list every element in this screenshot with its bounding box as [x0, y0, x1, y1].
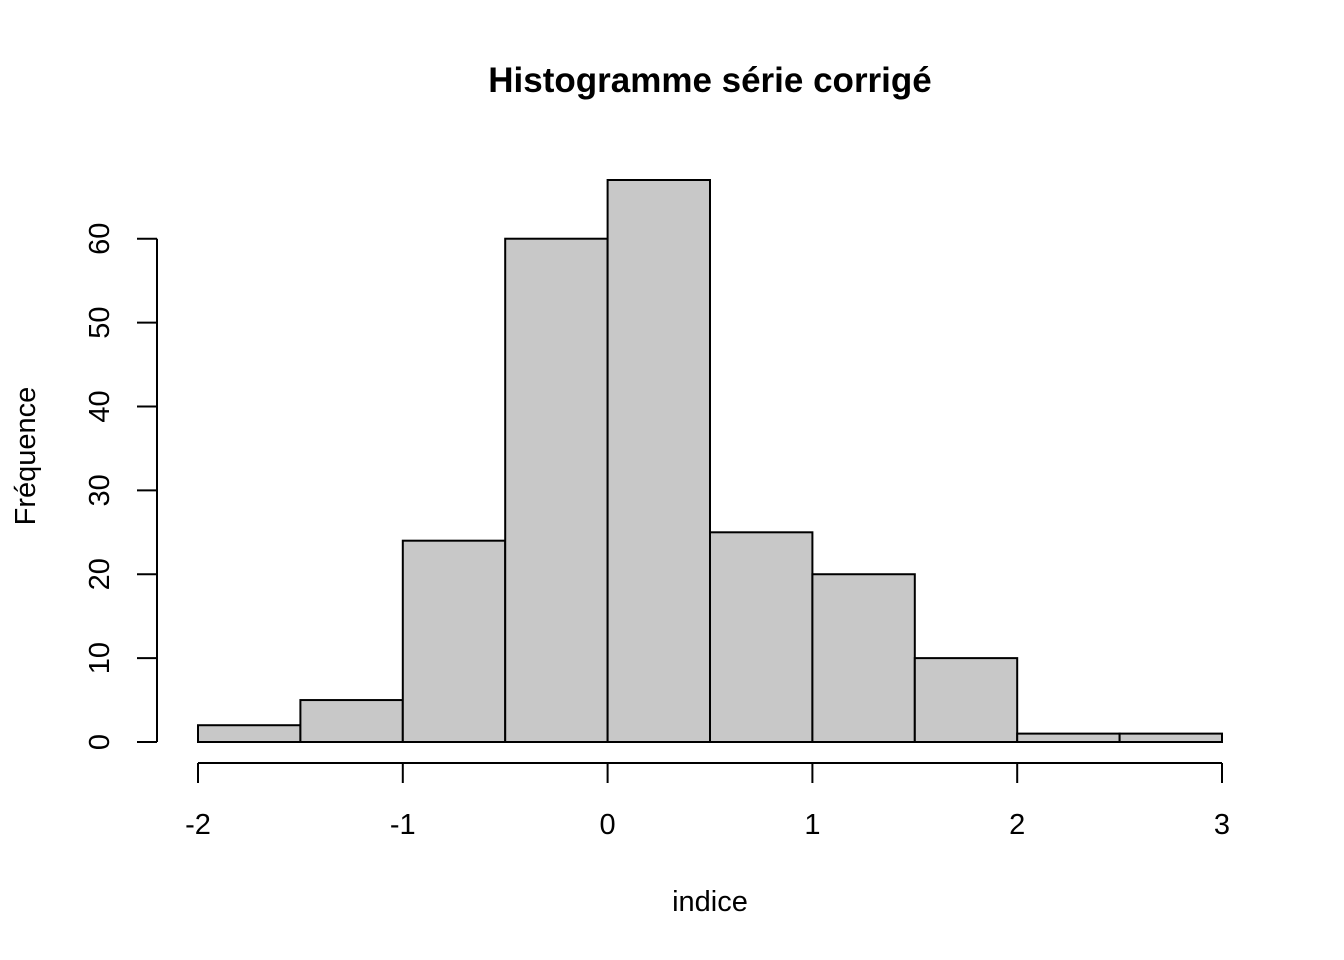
- chart-title: Histogramme série corrigé: [488, 61, 932, 100]
- histogram-bar-4: [606, 179, 711, 743]
- histogram-bar-2: [401, 539, 507, 744]
- x-tick-label: 0: [600, 809, 616, 841]
- histogram-bar-1: [299, 699, 404, 743]
- y-tick-label: 0: [84, 734, 116, 750]
- y-tick-label: 50: [84, 306, 116, 338]
- histogram-bar-8: [1016, 732, 1121, 743]
- histogram-bar-9: [1118, 732, 1223, 743]
- y-tick-label: 30: [84, 474, 116, 506]
- histogram-bar-6: [811, 573, 916, 744]
- x-tick-label: -1: [390, 809, 416, 841]
- x-tick-label: -2: [185, 809, 211, 841]
- y-tick-label: 20: [84, 558, 116, 590]
- bars-group: [197, 179, 1223, 744]
- x-tick-label: 3: [1214, 809, 1230, 841]
- y-tick-label: 40: [84, 390, 116, 422]
- y-tick-label: 10: [84, 642, 116, 674]
- y-axis-label: Fréquence: [10, 387, 42, 526]
- y-axis: 0 10 20 30 40 50 60: [84, 223, 158, 750]
- x-tick-label: 2: [1009, 809, 1025, 841]
- histogram-bar-5: [709, 531, 814, 744]
- x-axis: -2 -1 0 1 2 3: [185, 762, 1230, 841]
- histogram-bar-7: [913, 657, 1019, 743]
- histogram-bar-0: [197, 724, 302, 743]
- histogram-bar-3: [504, 237, 609, 743]
- y-tick-label: 60: [84, 223, 116, 255]
- x-axis-label: indice: [672, 886, 748, 918]
- x-tick-label: 1: [804, 809, 820, 841]
